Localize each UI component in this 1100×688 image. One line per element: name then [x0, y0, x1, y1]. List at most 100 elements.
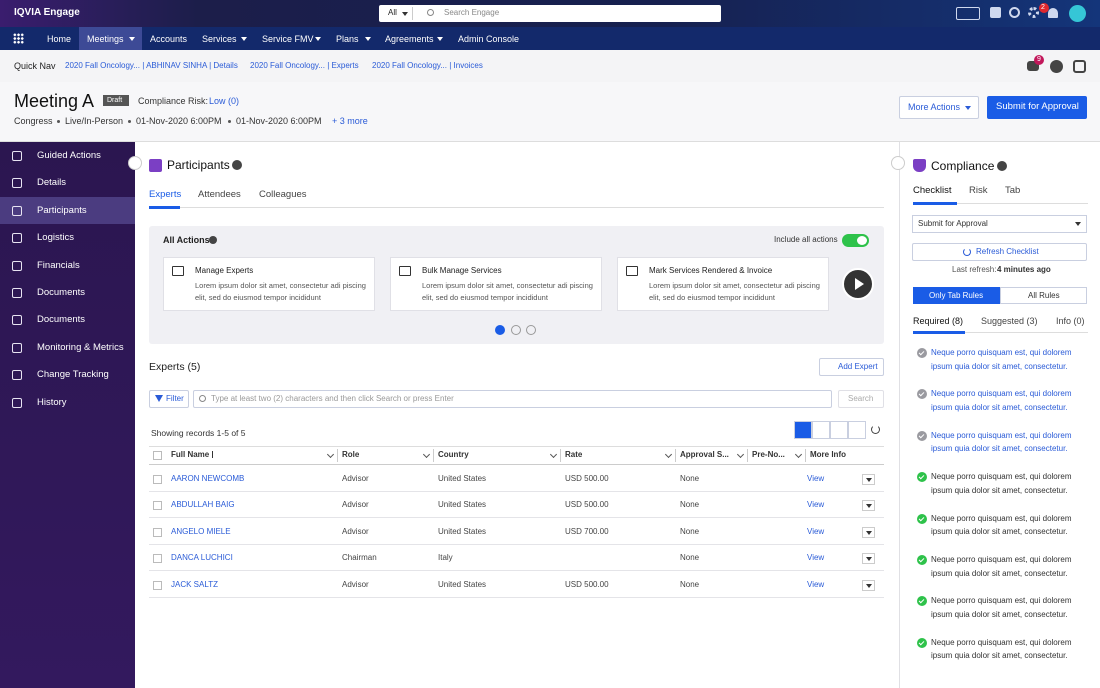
table-cell[interactable]: ANGELO MIELE: [171, 526, 231, 536]
checklist-item[interactable]: Neque porro quisquam est, qui dolorem ip…: [931, 348, 1072, 371]
search-input[interactable]: [193, 390, 832, 408]
settings-icon[interactable]: [1028, 7, 1039, 18]
sidebar-item[interactable]: History: [37, 396, 67, 408]
action-card[interactable]: [163, 257, 375, 311]
scope-toggle[interactable]: [1000, 287, 1087, 304]
collapse-panel[interactable]: [891, 156, 905, 170]
collapse-sidebar[interactable]: [128, 156, 142, 170]
search-label: Search: [848, 394, 874, 403]
search-scope[interactable]: [381, 7, 413, 20]
tab[interactable]: Attendees: [198, 189, 241, 200]
sidebar-item[interactable]: Participants: [37, 204, 87, 216]
checkbox[interactable]: [153, 501, 162, 511]
refresh-button[interactable]: [912, 243, 1087, 261]
add-icon[interactable]: [990, 7, 1001, 18]
favorites-icon[interactable]: [956, 7, 980, 20]
sidebar-item[interactable]: Monitoring & Metrics: [37, 341, 124, 353]
sidebar-item[interactable]: Financials: [37, 259, 80, 271]
checkbox[interactable]: [153, 475, 162, 484]
rule-tab[interactable]: Info (0): [1056, 316, 1085, 326]
table-cell[interactable]: JACK SALTZ: [171, 579, 218, 589]
search-button[interactable]: [838, 390, 884, 408]
column-header[interactable]: Approval S...: [680, 450, 729, 459]
last-refresh-value: 4 minutes ago: [997, 265, 1051, 274]
apps-icon[interactable]: [13, 33, 24, 44]
more-details[interactable]: + 3 more: [332, 116, 368, 126]
tab[interactable]: Experts: [149, 189, 182, 200]
quick-nav-link[interactable]: 2020 Fall Oncology... | Invoices: [372, 61, 483, 70]
nav-item[interactable]: Accounts: [150, 34, 188, 44]
tab[interactable]: Colleagues: [259, 189, 307, 200]
checklist-item[interactable]: Neque porro quisquam est, qui dolorem ip…: [931, 430, 1072, 454]
tab[interactable]: Tab: [1005, 185, 1021, 196]
sidebar-item[interactable]: Logistics: [37, 232, 74, 244]
view-toggle[interactable]: [812, 421, 830, 439]
column-header[interactable]: Country: [438, 450, 469, 459]
help-icon[interactable]: [1009, 7, 1020, 18]
sidebar-item[interactable]: Guided Actions: [37, 150, 101, 161]
checkbox[interactable]: [153, 554, 162, 564]
rule-tab[interactable]: Required (8): [913, 316, 964, 326]
sync-icon[interactable]: [1073, 60, 1086, 73]
action-card[interactable]: [617, 257, 829, 311]
tab[interactable]: Risk: [969, 185, 988, 196]
table-cell[interactable]: View: [807, 553, 825, 563]
table-cell[interactable]: View: [807, 474, 825, 483]
column-header[interactable]: Role: [342, 450, 360, 459]
bell-icon[interactable]: [1048, 8, 1058, 18]
column-header[interactable]: Full Name: [171, 450, 210, 459]
checkbox[interactable]: [153, 451, 162, 460]
carousel-dot[interactable]: [526, 325, 536, 335]
column-header[interactable]: Pre-No...: [752, 450, 785, 459]
search-box[interactable]: [379, 5, 721, 22]
filter-button[interactable]: [149, 390, 189, 408]
column-header[interactable]: More Info: [810, 450, 846, 459]
quick-nav-link[interactable]: 2020 Fall Oncology... | ABHINAV SINHA | …: [65, 61, 238, 70]
checklist-item: Neque porro quisquam est, qui dolorem ip…: [931, 513, 1072, 537]
avatar[interactable]: [1069, 5, 1086, 22]
check-icon: [917, 348, 927, 358]
view-toggle[interactable]: [794, 421, 812, 439]
table-cell[interactable]: DANCA LUCHICI: [171, 553, 233, 563]
action-card[interactable]: [390, 257, 602, 311]
sidebar-item[interactable]: Documents: [37, 287, 86, 298]
view-toggle[interactable]: [848, 421, 866, 439]
checkbox[interactable]: [153, 580, 162, 590]
sidebar-item[interactable]: Details: [37, 177, 67, 189]
view-toggle[interactable]: [830, 421, 848, 439]
scope-toggle[interactable]: [913, 287, 1000, 304]
card-title: Bulk Manage Services: [422, 266, 502, 275]
nav-item[interactable]: Services: [202, 34, 237, 44]
nav-item[interactable]: Home: [47, 34, 72, 44]
table-cell[interactable]: View: [807, 500, 825, 510]
nav-item[interactable]: Service FMV: [262, 34, 314, 44]
submit-button[interactable]: [987, 96, 1087, 119]
history-icon[interactable]: [1050, 60, 1063, 73]
nav-item[interactable]: Plans: [336, 34, 359, 44]
carousel-dot[interactable]: [495, 325, 505, 335]
column-header[interactable]: Rate: [565, 450, 583, 459]
select-box[interactable]: [912, 215, 1087, 233]
table-cell[interactable]: ABDULLAH BAIG: [171, 500, 235, 510]
carousel-next[interactable]: [842, 268, 874, 300]
rule-tab[interactable]: Suggested (3): [981, 316, 1038, 326]
more-actions-button[interactable]: [899, 96, 979, 119]
messages-icon[interactable]: [1027, 61, 1039, 71]
checkbox[interactable]: [153, 527, 162, 537]
nav-item[interactable]: Agreements: [385, 34, 434, 44]
checklist-item[interactable]: Neque porro quisquam est, qui dolorem ip…: [931, 389, 1072, 412]
nav-item[interactable]: Admin Console: [458, 34, 520, 44]
quick-nav-link[interactable]: 2020 Fall Oncology... | Experts: [250, 61, 359, 70]
refresh-icon[interactable]: [871, 425, 880, 434]
sidebar-icon: [12, 151, 22, 161]
compliance-value[interactable]: Low (0): [209, 96, 240, 106]
sidebar-item[interactable]: Change Tracking: [37, 369, 109, 381]
table-cell[interactable]: View: [807, 526, 825, 536]
tab[interactable]: Checklist: [913, 185, 952, 196]
add-expert-button[interactable]: [819, 358, 884, 376]
nav-item[interactable]: Meetings: [87, 34, 124, 44]
sidebar-item[interactable]: Documents: [37, 314, 86, 326]
carousel-dot[interactable]: [511, 325, 521, 335]
table-cell[interactable]: View: [807, 579, 825, 589]
table-cell[interactable]: AARON NEWCOMB: [171, 474, 245, 483]
